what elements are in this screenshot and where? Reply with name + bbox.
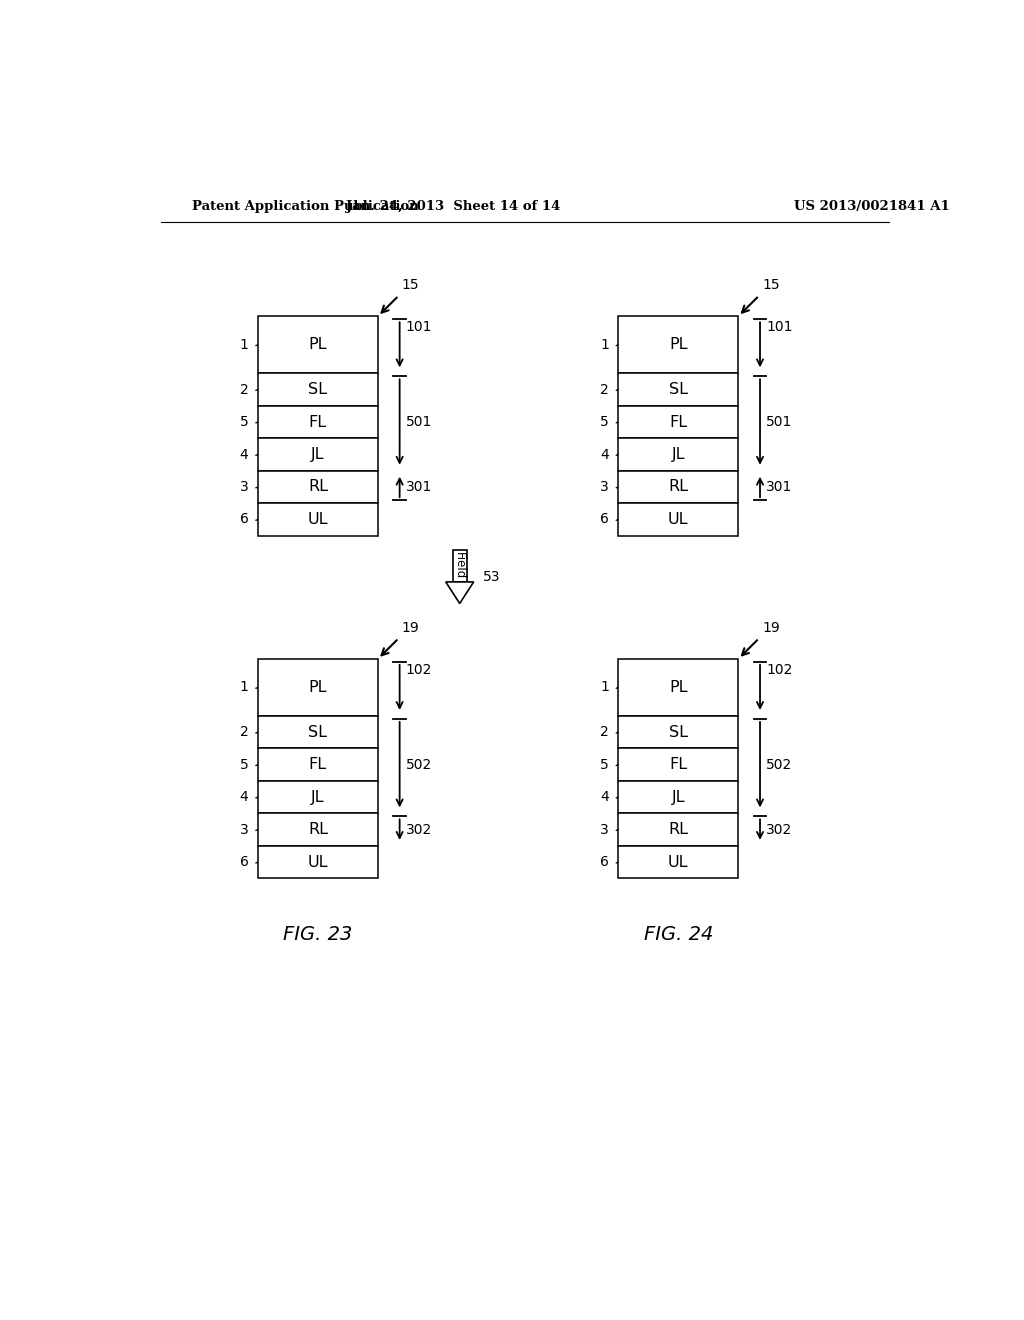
Text: 2: 2 [600, 383, 609, 396]
Bar [258, 781, 378, 813]
Bar [258, 438, 378, 471]
Text: 53: 53 [483, 569, 501, 583]
Text: 6: 6 [240, 512, 249, 527]
Text: 501: 501 [766, 414, 793, 429]
Text: UL: UL [668, 512, 688, 527]
Bar [258, 813, 378, 846]
Text: JL: JL [311, 789, 325, 805]
Text: PL: PL [308, 338, 327, 352]
Bar [258, 715, 378, 748]
Text: 1: 1 [240, 338, 249, 351]
Bar [618, 503, 738, 536]
Bar [453, 549, 467, 582]
Text: SL: SL [308, 381, 328, 397]
Bar [618, 748, 738, 781]
Text: 4: 4 [240, 447, 249, 462]
Text: 502: 502 [766, 758, 793, 772]
Text: 301: 301 [406, 480, 432, 494]
Text: 2: 2 [600, 725, 609, 739]
Text: 2: 2 [240, 383, 249, 396]
Text: FL: FL [309, 414, 327, 429]
Text: 1: 1 [600, 680, 609, 694]
Text: 101: 101 [766, 321, 793, 334]
Text: 102: 102 [406, 663, 432, 677]
Text: JL: JL [672, 447, 685, 462]
Text: JL: JL [672, 789, 685, 805]
Bar [618, 715, 738, 748]
Text: PL: PL [669, 680, 687, 694]
Bar [618, 471, 738, 503]
Text: 501: 501 [406, 414, 432, 429]
Polygon shape [445, 582, 474, 603]
Text: FL: FL [309, 758, 327, 772]
Bar [618, 846, 738, 878]
Text: US 2013/0021841 A1: US 2013/0021841 A1 [795, 199, 950, 213]
Text: 15: 15 [401, 279, 420, 293]
Bar [618, 659, 738, 715]
Text: 502: 502 [406, 758, 432, 772]
Text: 19: 19 [762, 622, 780, 635]
Text: 5: 5 [600, 414, 609, 429]
Text: UL: UL [307, 854, 328, 870]
Bar [258, 471, 378, 503]
Bar [258, 317, 378, 374]
Text: Field: Field [454, 552, 466, 579]
Text: 102: 102 [766, 663, 793, 677]
Text: 3: 3 [600, 480, 609, 494]
Bar [258, 748, 378, 781]
Text: 301: 301 [766, 480, 793, 494]
Bar [258, 503, 378, 536]
Text: JL: JL [311, 447, 325, 462]
Text: FL: FL [670, 758, 687, 772]
Text: RL: RL [669, 479, 688, 495]
Text: 4: 4 [240, 791, 249, 804]
Text: 4: 4 [600, 791, 609, 804]
Text: 19: 19 [401, 622, 420, 635]
Bar [618, 438, 738, 471]
Bar [618, 317, 738, 374]
Text: 3: 3 [240, 480, 249, 494]
Text: 15: 15 [762, 279, 780, 293]
Text: 4: 4 [600, 447, 609, 462]
Text: 302: 302 [406, 822, 432, 837]
Text: 5: 5 [600, 758, 609, 772]
Bar [618, 813, 738, 846]
Text: SL: SL [669, 725, 688, 739]
Text: 3: 3 [600, 822, 609, 837]
Bar [618, 374, 738, 405]
Text: UL: UL [668, 854, 688, 870]
Text: RL: RL [308, 822, 328, 837]
Bar [618, 405, 738, 438]
Text: PL: PL [669, 338, 687, 352]
Text: Patent Application Publication: Patent Application Publication [191, 199, 418, 213]
Text: 6: 6 [600, 855, 609, 869]
Text: FIG. 23: FIG. 23 [284, 924, 352, 944]
Text: 5: 5 [240, 758, 249, 772]
Text: PL: PL [308, 680, 327, 694]
Text: UL: UL [307, 512, 328, 527]
Bar [258, 659, 378, 715]
Text: RL: RL [308, 479, 328, 495]
Text: FIG. 24: FIG. 24 [643, 924, 713, 944]
Text: FL: FL [670, 414, 687, 429]
Text: 302: 302 [766, 822, 793, 837]
Text: 6: 6 [600, 512, 609, 527]
Text: 2: 2 [240, 725, 249, 739]
Bar [258, 405, 378, 438]
Bar [258, 846, 378, 878]
Text: 1: 1 [240, 680, 249, 694]
Text: 5: 5 [240, 414, 249, 429]
Bar [618, 781, 738, 813]
Text: Jan. 24, 2013  Sheet 14 of 14: Jan. 24, 2013 Sheet 14 of 14 [346, 199, 561, 213]
Text: RL: RL [669, 822, 688, 837]
Text: 3: 3 [240, 822, 249, 837]
Text: 6: 6 [240, 855, 249, 869]
Text: SL: SL [308, 725, 328, 739]
Bar [258, 374, 378, 405]
Text: SL: SL [669, 381, 688, 397]
Text: 1: 1 [600, 338, 609, 351]
Text: 101: 101 [406, 321, 432, 334]
